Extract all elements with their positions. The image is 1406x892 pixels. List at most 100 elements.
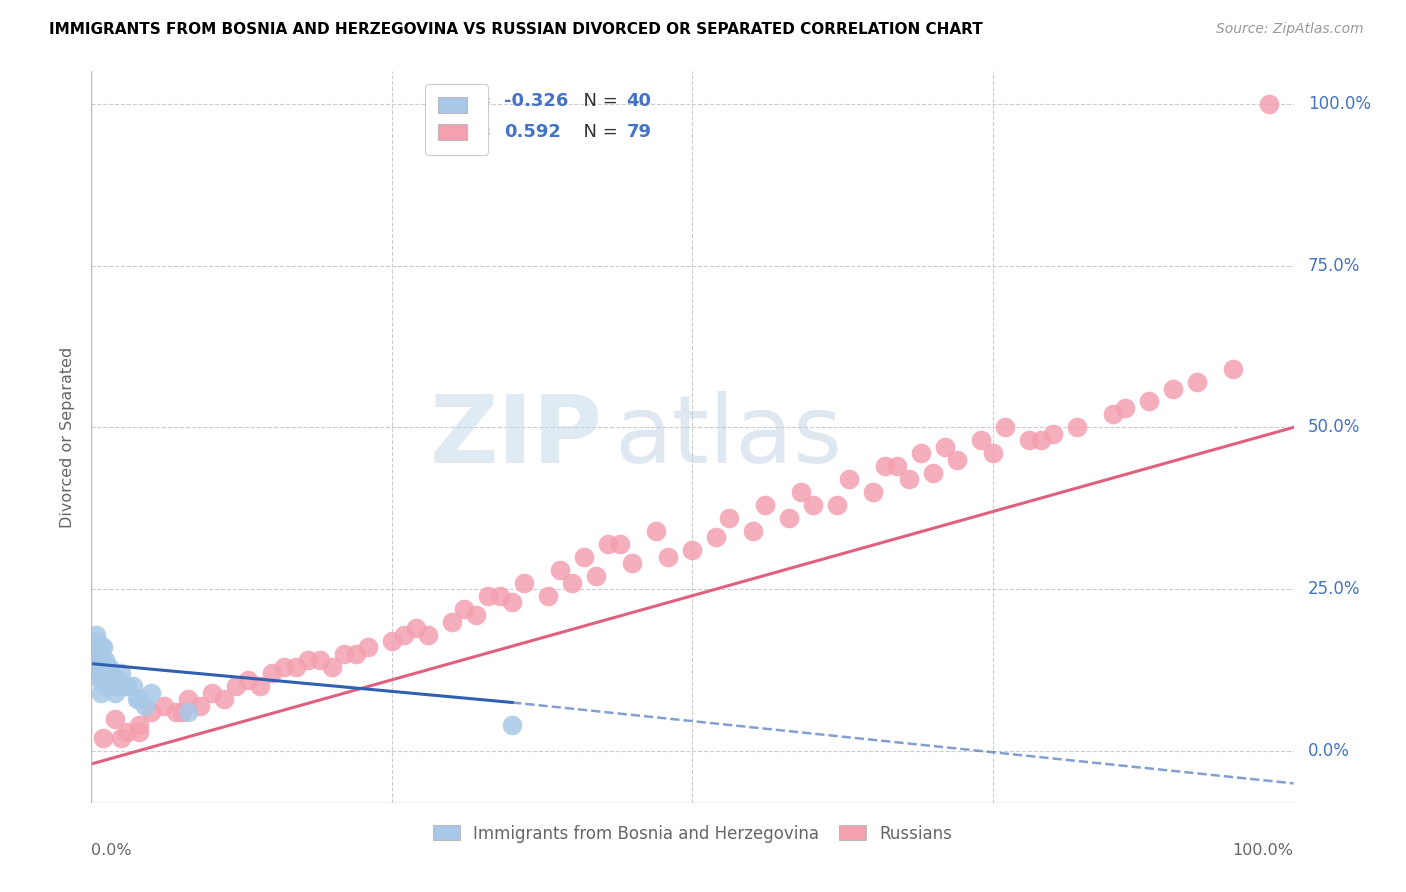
Point: [107, 673, 129, 687]
Point: [1029, 434, 1052, 448]
Point: [789, 485, 811, 500]
Point: [170, 705, 193, 719]
Point: [548, 563, 571, 577]
Point: [93, 731, 115, 745]
Point: [94, 679, 117, 693]
Text: -0.326: -0.326: [503, 92, 568, 110]
Point: [801, 498, 824, 512]
Point: [381, 634, 404, 648]
Point: [1161, 382, 1184, 396]
Point: [477, 589, 499, 603]
Point: [100, 666, 122, 681]
Text: 25.0%: 25.0%: [1308, 580, 1361, 599]
Point: [838, 472, 860, 486]
Text: N =: N =: [572, 92, 624, 110]
Text: atlas: atlas: [614, 391, 842, 483]
Point: [1102, 408, 1125, 422]
Point: [117, 724, 139, 739]
Point: [981, 446, 1004, 460]
Point: [344, 647, 367, 661]
Point: [862, 485, 884, 500]
Text: 50.0%: 50.0%: [1308, 418, 1361, 436]
Point: [741, 524, 763, 538]
Point: [104, 712, 127, 726]
Point: [1137, 394, 1160, 409]
Point: [89, 673, 111, 687]
Point: [1187, 375, 1209, 389]
Text: 40: 40: [626, 92, 651, 110]
Point: [574, 549, 596, 564]
Point: [200, 686, 222, 700]
Text: 100.0%: 100.0%: [1233, 843, 1294, 858]
Point: [585, 569, 607, 583]
Point: [134, 698, 156, 713]
Point: [501, 718, 523, 732]
Point: [86, 653, 108, 667]
Point: [922, 466, 945, 480]
Point: [93, 653, 115, 667]
Point: [717, 511, 740, 525]
Text: 0.0%: 0.0%: [91, 843, 132, 858]
Point: [825, 498, 848, 512]
Point: [910, 446, 932, 460]
Point: [87, 660, 110, 674]
Point: [308, 653, 330, 667]
Point: [108, 679, 131, 693]
Point: [405, 621, 427, 635]
Point: [1258, 96, 1281, 111]
Point: [645, 524, 668, 538]
Point: [934, 440, 956, 454]
Point: [489, 589, 512, 603]
Point: [110, 666, 132, 681]
Point: [128, 692, 150, 706]
Point: [84, 627, 107, 641]
Point: [101, 673, 124, 687]
Text: 100.0%: 100.0%: [1308, 95, 1371, 112]
Text: Source: ZipAtlas.com: Source: ZipAtlas.com: [1216, 22, 1364, 37]
Point: [122, 679, 145, 693]
Point: [333, 647, 356, 661]
Text: ZIP: ZIP: [429, 391, 602, 483]
Point: [165, 705, 187, 719]
Point: [91, 653, 114, 667]
Point: [97, 666, 120, 681]
Y-axis label: Divorced or Separated: Divorced or Separated: [60, 346, 76, 528]
Point: [1018, 434, 1040, 448]
Point: [91, 640, 114, 655]
Point: [125, 692, 148, 706]
Point: [994, 420, 1017, 434]
Point: [84, 640, 107, 655]
Text: 0.592: 0.592: [503, 122, 561, 141]
Point: [87, 653, 110, 667]
Point: [225, 679, 247, 693]
Point: [440, 615, 463, 629]
Point: [284, 660, 307, 674]
Point: [513, 575, 536, 590]
Point: [98, 660, 121, 674]
Point: [778, 511, 800, 525]
Point: [83, 666, 105, 681]
Point: [98, 673, 121, 687]
Point: [89, 660, 111, 674]
Point: [754, 498, 776, 512]
Point: [357, 640, 380, 655]
Text: 0.0%: 0.0%: [1308, 742, 1350, 760]
Point: [93, 640, 115, 655]
Point: [104, 686, 127, 700]
Point: [176, 705, 198, 719]
Point: [416, 627, 439, 641]
Point: [537, 589, 560, 603]
Point: [236, 673, 259, 687]
Point: [465, 608, 488, 623]
Point: [128, 724, 150, 739]
Point: [84, 647, 107, 661]
Point: [96, 660, 118, 674]
Point: [84, 647, 107, 661]
Point: [681, 543, 703, 558]
Point: [212, 692, 235, 706]
Text: 75.0%: 75.0%: [1308, 257, 1361, 275]
Point: [110, 731, 132, 745]
Point: [392, 627, 415, 641]
Point: [93, 673, 115, 687]
Point: [621, 557, 644, 571]
